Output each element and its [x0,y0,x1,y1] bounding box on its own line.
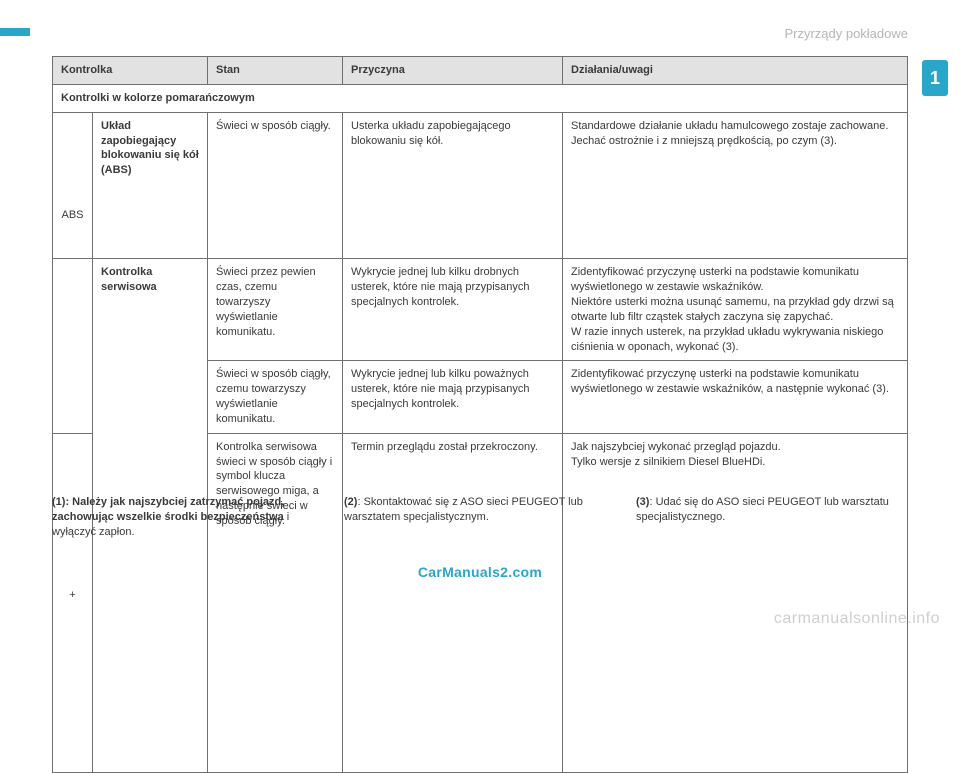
state-cell: Świeci przez pewien czas, czemu towarzys… [208,259,343,361]
state-cell: Kontrolka serwisowa świeci w sposób ciąg… [208,433,343,773]
footnote-2-text: : Skontaktować się z ASO sieci PEUGEOT l… [344,496,583,523]
breadcrumb: Przyrządy pokładowe [784,26,908,41]
warning-lights-table: Kontrolka Stan Przyczyna Działania/uwagi… [52,56,908,773]
accent-bar [0,28,30,36]
col-header-przyczyna: Przyczyna [343,57,563,85]
action-cell: Jak najszybciej wykonać przegląd pojazdu… [563,433,908,773]
name-cell: Układ zapobiegający blokowaniu się kół (… [93,112,208,259]
cause-cell: Wykrycie jednej lub kilku poważnych uste… [343,361,563,433]
section-row: Kontrolki w kolorze pomarańczowym [53,84,908,112]
chapter-tab: 1 [922,60,948,96]
watermark-carmanuals2: CarManuals2.com [0,564,960,580]
page: Przyrządy pokładowe 1 Kontrolka Stan Prz… [0,0,960,640]
footnote-3: (3): Udać się do ASO sieci PEUGEOT lub w… [636,495,908,540]
icon-cell: + [53,433,93,773]
state-cell: Świeci w sposób ciągły. [208,112,343,259]
table-row: Kontrolka serwisowa Świeci przez pewien … [53,259,908,361]
footnote-2-label: (2) [344,496,357,508]
cause-cell: Termin przeglądu został przekroczony. [343,433,563,773]
footnote-2: (2): Skontaktować się z ASO sieci PEUGEO… [344,495,616,540]
table-row: ABS Układ zapobiegający blokowaniu się k… [53,112,908,259]
state-cell: Świeci w sposób ciągły, czemu towarzyszy… [208,361,343,433]
footnote-1: (1): Należy jak najszybciej zatrzymać po… [52,495,324,540]
footnotes: (1): Należy jak najszybciej zatrzymać po… [52,495,908,540]
action-cell: Zidentyfikować przyczynę usterki na pods… [563,259,908,361]
cause-cell: Wykrycie jednej lub kilku drobnych uster… [343,259,563,361]
footnote-3-text: : Udać się do ASO sieci PEUGEOT lub wars… [636,496,889,523]
watermark-carmanualsonline: carmanualsonline.info [774,610,940,628]
action-cell: Zidentyfikować przyczynę usterki na pods… [563,361,908,433]
footnote-3-label: (3) [636,496,649,508]
table-header-row: Kontrolka Stan Przyczyna Działania/uwagi [53,57,908,85]
col-header-kontrolka: Kontrolka [53,57,208,85]
action-cell: Standardowe działanie układu hamulcowego… [563,112,908,259]
col-header-dzialania: Działania/uwagi [563,57,908,85]
content-area: Kontrolka Stan Przyczyna Działania/uwagi… [52,56,908,773]
footnote-1-bold: (1): Należy jak najszybciej zatrzymać po… [52,496,284,523]
cause-cell: Usterka układu zapobiegającego blokowani… [343,112,563,259]
icon-cell: ABS [53,112,93,259]
col-header-stan: Stan [208,57,343,85]
section-title: Kontrolki w kolorze pomarańczowym [53,84,908,112]
icon-cell [53,259,93,433]
